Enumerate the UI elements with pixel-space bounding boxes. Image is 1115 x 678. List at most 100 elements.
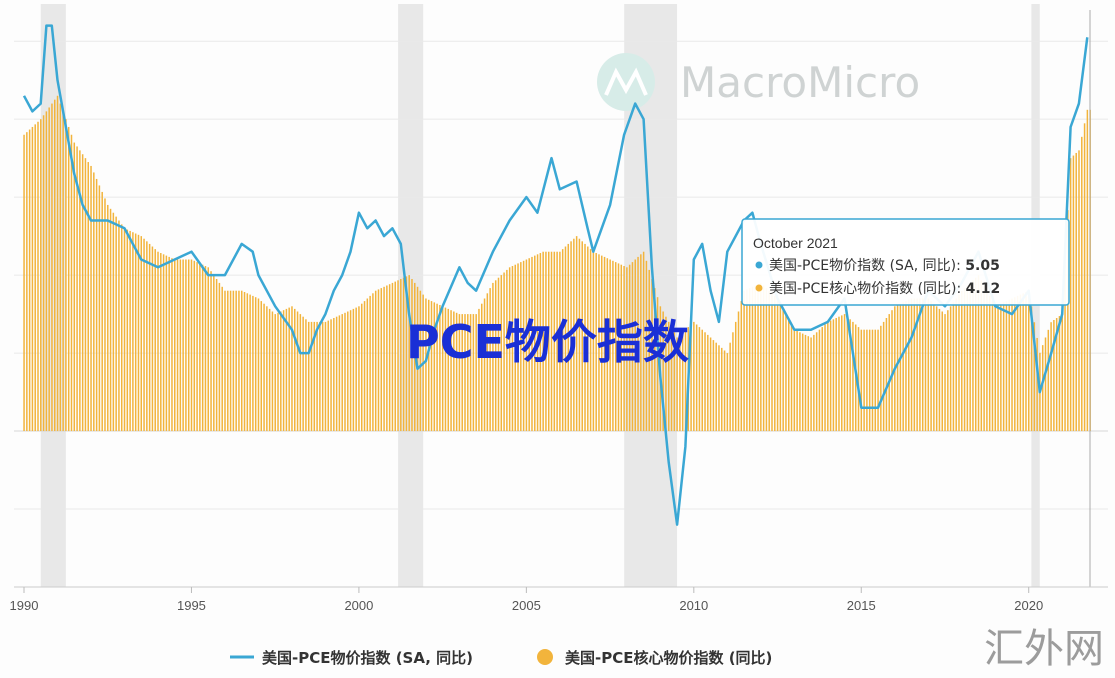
core-pce-bar (718, 345, 720, 432)
legend-label-core: 美国-PCE核心物价指数 (同比) (565, 649, 772, 667)
core-pce-bar (377, 289, 380, 432)
core-pce-bar (801, 333, 804, 432)
core-pce-bar (1047, 329, 1050, 432)
core-pce-bar (31, 126, 34, 432)
core-pce-bar (154, 249, 156, 432)
recession-band (398, 4, 424, 587)
core-pce-bar (1041, 345, 1044, 432)
core-pce-bar (112, 212, 115, 432)
core-pce-bar (185, 259, 187, 432)
core-pce-bar (316, 321, 318, 432)
core-pce-bar (260, 301, 263, 432)
core-pce-bar (277, 312, 279, 432)
core-pce-bar (695, 324, 698, 432)
core-pce-bar (87, 162, 89, 432)
core-pce-bar (126, 229, 129, 432)
core-pce-bar (966, 285, 969, 432)
core-pce-bar (620, 264, 623, 432)
core-pce-bar (877, 329, 879, 432)
core-pce-bar (1064, 262, 1066, 432)
core-pce-bar (1036, 337, 1038, 432)
core-pce-bar (439, 304, 441, 432)
x-tick-label: 2005 (512, 598, 541, 613)
core-pce-bar (601, 255, 603, 432)
core-pce-bar (542, 251, 544, 432)
core-pce-bar (790, 324, 793, 432)
legend-item-headline[interactable]: 美国-PCE物价指数 (SA, 同比) (230, 649, 473, 667)
core-pce-bar (868, 329, 871, 432)
core-pce-bar (807, 336, 810, 432)
core-pce-bar (961, 290, 963, 432)
x-tick-label: 2000 (344, 598, 373, 613)
core-pce-bar (916, 298, 918, 432)
legend-item-core[interactable]: 美国-PCE核心物价指数 (同比) (537, 649, 772, 667)
core-pce-bar (835, 317, 837, 432)
core-pce-bar (701, 329, 703, 432)
core-pce-bar (723, 350, 726, 432)
core-pce-bar (1022, 293, 1024, 432)
core-pce-bar (977, 275, 980, 432)
core-pce-bar (62, 111, 64, 432)
core-pce-bar (366, 298, 369, 432)
core-pce-bar (176, 259, 179, 432)
core-pce-bar (481, 303, 483, 432)
core-pce-bar (257, 298, 260, 432)
core-pce-bar (355, 307, 357, 432)
core-pce-bar (734, 321, 737, 432)
core-pce-bar (640, 254, 642, 432)
core-pce-bar (944, 314, 946, 432)
core-pce-bar (614, 262, 617, 432)
core-pce-bar (941, 311, 943, 432)
core-pce-bar (165, 255, 168, 432)
core-pce-bar (737, 311, 740, 432)
core-pce-bar (656, 297, 659, 432)
core-pce-bar (732, 332, 734, 432)
core-pce-bar (525, 259, 528, 432)
core-pce-bar (344, 312, 346, 432)
core-pce-bar (492, 282, 494, 432)
core-pce-bar (391, 282, 394, 432)
core-pce-bar (45, 111, 48, 432)
core-pce-bar (405, 276, 408, 432)
core-pce-bar (229, 290, 232, 432)
core-pce-bar (721, 347, 723, 432)
core-pce-bar (986, 290, 988, 432)
core-pce-bar (478, 308, 480, 432)
core-pce-bar (157, 251, 159, 432)
core-pce-bar (1053, 320, 1055, 432)
core-pce-bar (79, 150, 81, 432)
x-tick-label: 1990 (10, 598, 39, 613)
core-pce-bar (1025, 292, 1027, 432)
core-pce-bar (793, 329, 796, 432)
core-pce-bar (467, 314, 469, 432)
core-pce-bar (430, 301, 433, 432)
legend[interactable]: 美国-PCE物价指数 (SA, 同比) 美国-PCE核心物价指数 (同比) (230, 649, 772, 667)
core-pce-bar (606, 258, 609, 432)
core-pce-bar (908, 299, 910, 432)
core-pce-bar (307, 321, 310, 432)
core-pce-bar (768, 290, 770, 432)
core-pce-bar (458, 314, 461, 432)
core-pce-bar (455, 312, 458, 432)
core-pce-bar (963, 288, 966, 432)
core-pce-bar (511, 266, 514, 432)
core-pce-bar (416, 286, 419, 432)
core-pce-bar (299, 314, 302, 432)
core-pce-bar (832, 319, 835, 432)
core-pce-bar (846, 316, 849, 432)
core-pce-bar (592, 251, 595, 432)
core-pce-bar (380, 288, 383, 432)
core-pce-bar (210, 271, 212, 432)
core-pce-bar (910, 298, 913, 432)
core-pce-bar (550, 251, 553, 432)
core-pce-bar (634, 259, 637, 432)
core-pce-bar (98, 185, 101, 432)
core-pce-bar (729, 342, 731, 432)
core-pce-bar (863, 329, 865, 432)
core-pce-bar (140, 236, 143, 432)
core-pce-bar (522, 260, 525, 432)
core-pce-bar (59, 103, 62, 432)
core-pce-bar (539, 253, 542, 432)
core-pce-bar (274, 314, 276, 432)
core-pce-bar (779, 303, 782, 432)
